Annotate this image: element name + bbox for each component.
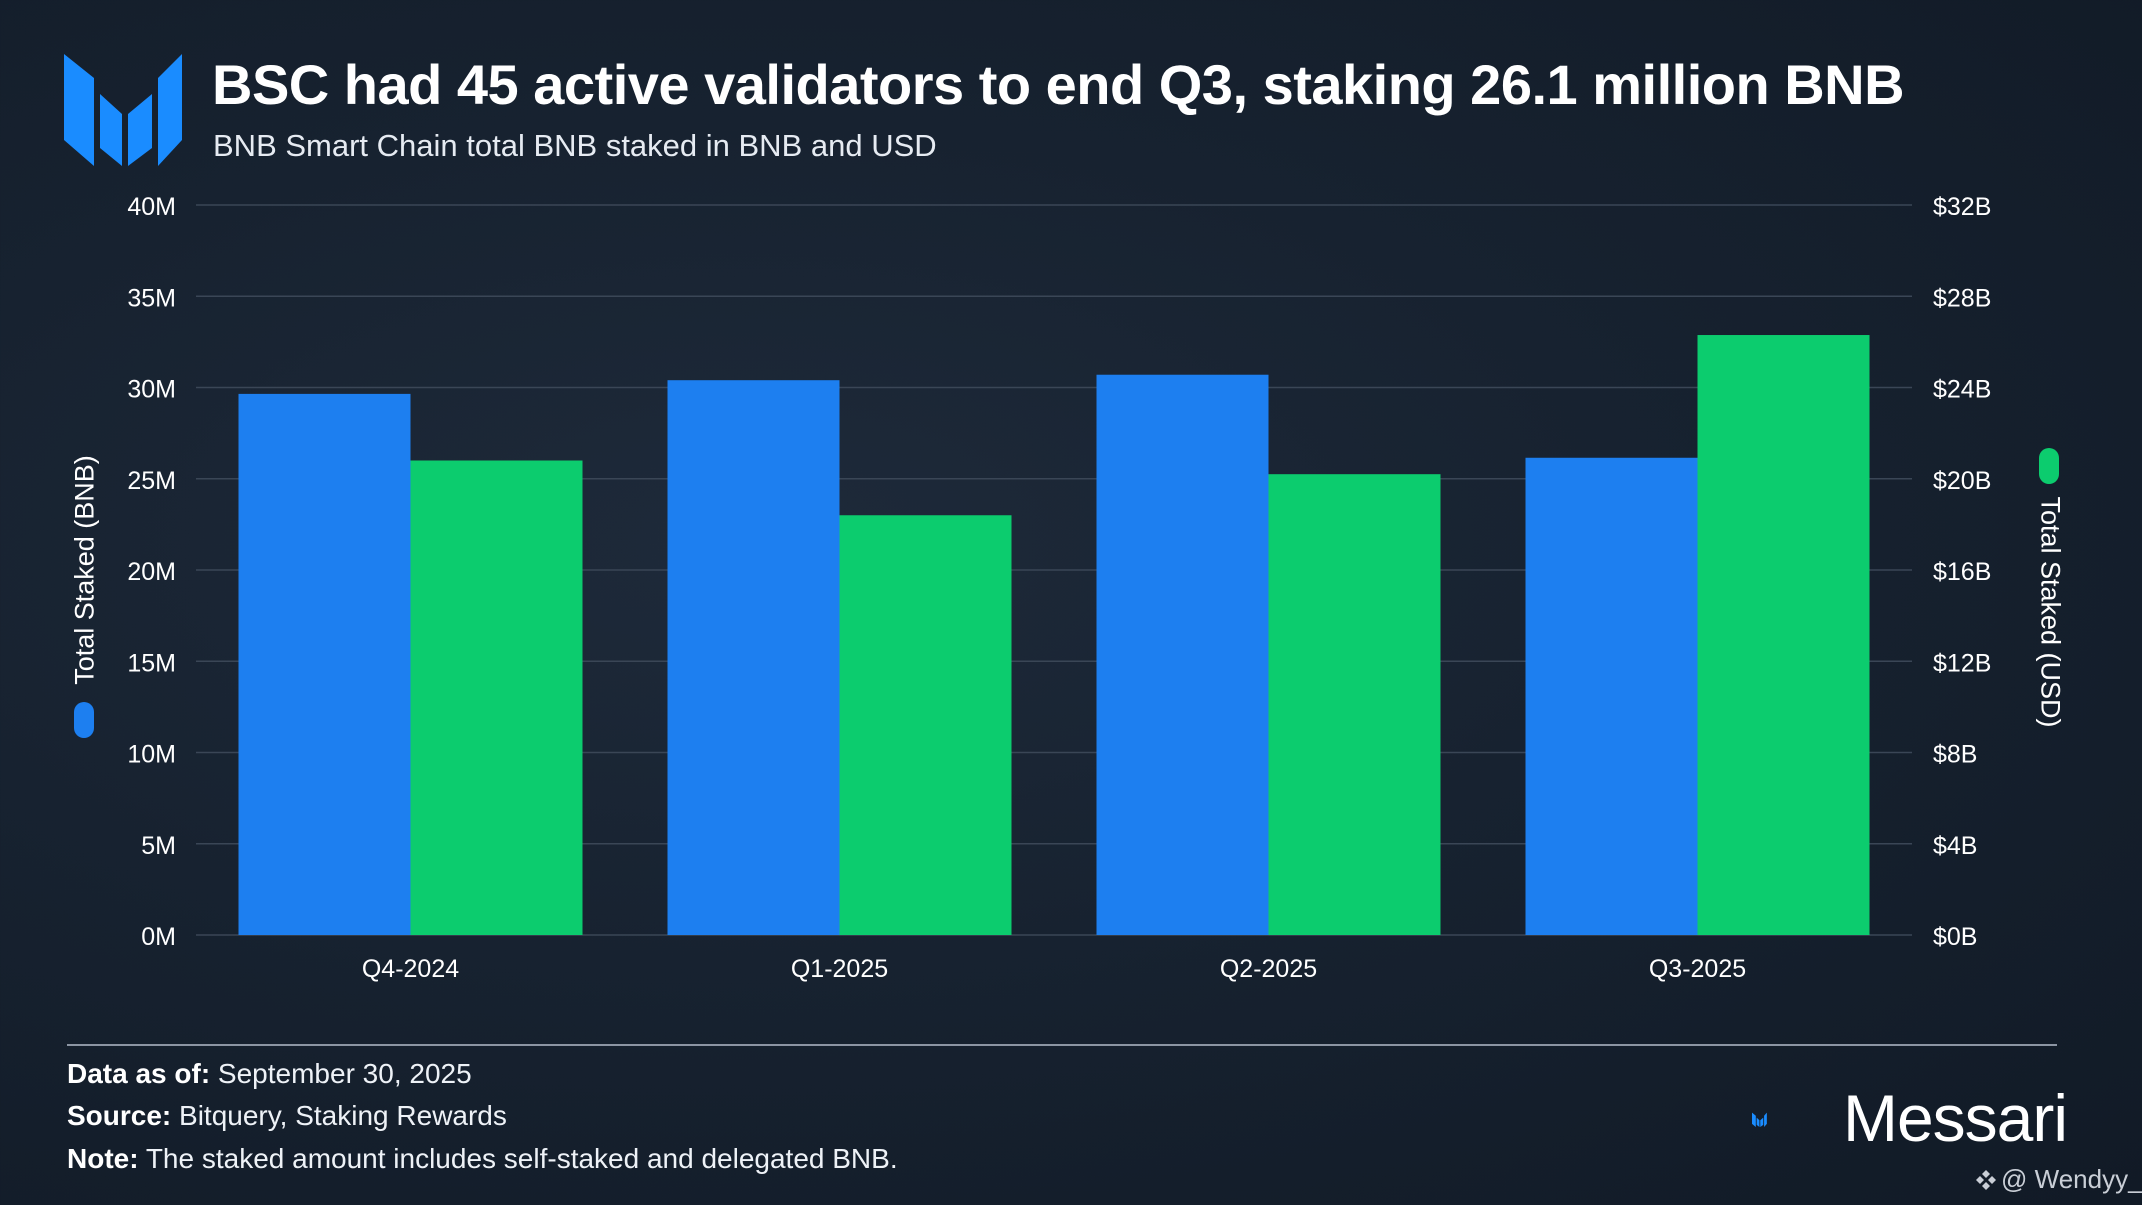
y-right-tick-label: $12B [1933,649,1991,677]
bar-usd [410,460,583,935]
bar-usd [1268,474,1441,935]
binance-diamond-icon [1976,1170,1996,1190]
chart-title: BSC had 45 active validators to end Q3, … [212,53,1905,116]
source-label: Source: [67,1100,172,1131]
y-left-tick-label: 0M [141,923,176,951]
y-left-tick-label: 25M [127,467,176,495]
usd-series-legend-swatch [2039,448,2059,484]
y-left-tick-label: 40M [127,193,176,221]
messari-logo-icon [64,54,182,166]
data-as-of-label: Data as of: [67,1058,211,1089]
data-as-of-value: September 30, 2025 [210,1058,472,1089]
bar-usd [1697,335,1870,935]
y-axis-right-title: Total Staked (USD) [2035,496,2066,728]
messari-wordmark: Messari [1843,1081,2068,1155]
bar-chart: 0M $0B 5M $4B 10M $8B 15M $12B 20M $16B 25M $20B 30M… [127,193,1991,983]
y-right-tick-label: $0B [1933,923,1977,951]
source-value: Bitquery, Staking Rewards [171,1100,507,1131]
y-right-tick-label: $32B [1933,193,1991,221]
bar-usd [839,515,1012,935]
bnb-series-legend-swatch [74,702,94,738]
y-right-tick-label: $16B [1933,558,1991,586]
y-left-tick-label: 15M [127,649,176,677]
chart-subtitle: BNB Smart Chain total BNB staked in BNB … [213,128,937,163]
y-left-tick-label: 35M [127,284,176,312]
x-tick-label: Q2-2025 [1220,955,1317,983]
x-tick-label: Q4-2024 [362,955,459,983]
footer-data-as-of: Data as of: September 30, 2025 [67,1058,472,1090]
messari-brand-icon [1752,1112,1767,1127]
y-left-tick-label: 30M [127,376,176,404]
y-right-tick-label: $8B [1933,741,1977,769]
watermark-text: @ Wendyy_ [2001,1164,2142,1194]
watermark: @ Wendyy_ [1975,1164,2142,1195]
note-value: The staked amount includes self-staked a… [138,1143,898,1174]
note-label: Note: [67,1143,139,1174]
y-right-tick-label: $20B [1933,467,1991,495]
y-left-tick-label: 5M [141,832,176,860]
y-left-tick-label: 20M [127,558,176,586]
x-tick-label: Q3-2025 [1649,955,1746,983]
y-axis-left-title: Total Staked (BNB) [69,455,100,685]
bar-bnb [667,380,840,935]
bar-bnb [1096,374,1269,936]
footer-source: Source: Bitquery, Staking Rewards [67,1100,507,1132]
bar-bnb [238,393,411,935]
y-right-tick-label: $24B [1933,376,1991,404]
y-left-tick-label: 10M [127,741,176,769]
footer-note: Note: The staked amount includes self-st… [67,1143,898,1175]
bar-bnb [1525,457,1698,935]
x-tick-label: Q1-2025 [791,955,888,983]
y-right-tick-label: $4B [1933,832,1977,860]
footer-divider [67,1044,2057,1046]
y-right-tick-label: $28B [1933,284,1991,312]
